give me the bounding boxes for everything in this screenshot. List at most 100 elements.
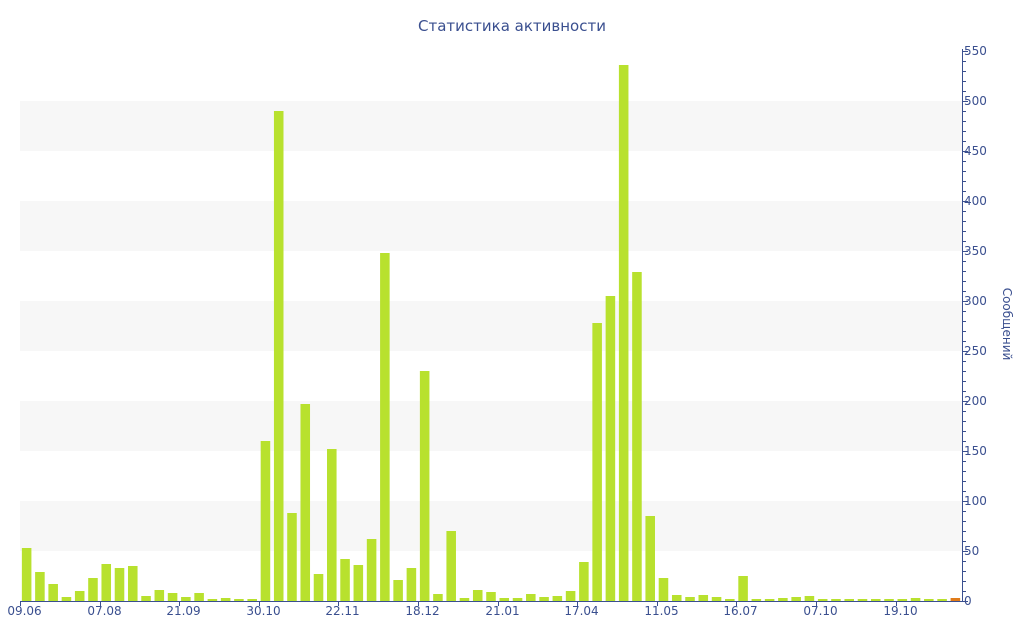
bar[interactable] — [340, 559, 350, 601]
bar[interactable] — [260, 441, 271, 601]
bar[interactable] — [154, 590, 165, 601]
bar[interactable] — [738, 576, 748, 601]
bar[interactable] — [234, 599, 244, 601]
bar[interactable] — [751, 599, 762, 601]
bar[interactable] — [48, 584, 58, 601]
bar[interactable] — [526, 594, 536, 601]
bar[interactable] — [924, 599, 934, 601]
bar[interactable] — [472, 590, 483, 601]
bar[interactable] — [273, 111, 284, 601]
bar[interactable] — [406, 568, 417, 601]
x-tick-label: 19.10 — [883, 604, 917, 618]
bar[interactable] — [499, 598, 510, 601]
bar[interactable] — [61, 597, 72, 601]
chart-title: Статистика активности — [418, 17, 606, 35]
bar[interactable] — [857, 599, 868, 601]
x-tick-label: 21.01 — [485, 604, 519, 618]
bar[interactable] — [539, 597, 549, 601]
bar[interactable] — [897, 599, 908, 601]
x-tick-label: 30.10 — [246, 604, 280, 618]
y-tick-label: 550 — [964, 44, 987, 58]
bar[interactable] — [804, 596, 815, 601]
y-tick-label: 300 — [964, 294, 987, 308]
y-axis-label: Сообщений — [1000, 288, 1014, 361]
x-tick-label: 09.06 — [7, 604, 41, 618]
grid-band — [20, 201, 962, 251]
bar[interactable] — [512, 598, 523, 601]
x-tick-label: 18.12 — [405, 604, 439, 618]
bar[interactable] — [685, 597, 695, 601]
bar[interactable] — [207, 599, 218, 601]
grid-band — [20, 101, 962, 151]
bar[interactable] — [380, 253, 390, 601]
bar[interactable] — [579, 562, 589, 601]
bar[interactable] — [141, 596, 151, 601]
bar[interactable] — [605, 296, 616, 601]
y-tick-label: 150 — [964, 444, 987, 458]
y-tick-label: 0 — [964, 594, 972, 608]
bar[interactable] — [393, 580, 403, 601]
bar[interactable] — [313, 574, 324, 601]
bar[interactable] — [21, 548, 32, 601]
x-tick-label: 16.07 — [723, 604, 757, 618]
bar[interactable] — [287, 513, 297, 601]
chart-axes: 0 50 100 150 200 250 300 350 400 450 500 550 09.06 07… — [7, 44, 987, 618]
x-tick-label: 17.04 — [564, 604, 598, 618]
grid-band — [20, 301, 962, 351]
bar[interactable] — [592, 323, 602, 601]
bar[interactable] — [181, 597, 191, 601]
bar[interactable] — [671, 595, 682, 601]
bar[interactable] — [791, 597, 801, 601]
bar[interactable] — [353, 565, 364, 601]
bar[interactable] — [618, 65, 629, 601]
bar[interactable] — [658, 578, 669, 601]
x-tick-label: 07.08 — [87, 604, 121, 618]
bar[interactable] — [725, 599, 735, 601]
bar[interactable] — [459, 598, 470, 601]
x-tick-label: 21.09 — [166, 604, 200, 618]
bar[interactable] — [950, 598, 961, 601]
x-tick-label: 11.05 — [644, 604, 678, 618]
y-tick-label: 350 — [964, 244, 987, 258]
bar[interactable] — [817, 599, 828, 601]
bar[interactable] — [778, 598, 788, 601]
bar[interactable] — [247, 599, 257, 601]
bar[interactable] — [419, 371, 430, 601]
bar[interactable] — [101, 564, 112, 601]
bar[interactable] — [844, 599, 855, 601]
bar[interactable] — [884, 599, 894, 601]
bar[interactable] — [711, 597, 722, 601]
bar[interactable] — [327, 449, 337, 601]
bar[interactable] — [220, 598, 231, 601]
bar[interactable] — [433, 594, 443, 601]
bar[interactable] — [632, 272, 642, 601]
bar[interactable] — [910, 598, 921, 601]
bar[interactable] — [300, 404, 311, 601]
bar[interactable] — [486, 592, 496, 601]
bar[interactable] — [35, 572, 45, 601]
bar[interactable] — [831, 599, 841, 601]
bar[interactable] — [446, 531, 456, 601]
bar[interactable] — [114, 568, 125, 601]
chart-background-bands — [20, 101, 962, 551]
bar[interactable] — [552, 596, 563, 601]
bar[interactable] — [167, 593, 178, 601]
bar[interactable] — [127, 566, 138, 601]
x-tick-label: 22.11 — [325, 604, 359, 618]
bar[interactable] — [366, 539, 377, 601]
y-tick-label: 250 — [964, 344, 987, 358]
bar[interactable] — [645, 516, 655, 601]
bar[interactable] — [74, 591, 85, 601]
bar[interactable] — [194, 593, 204, 601]
bar[interactable] — [764, 599, 775, 601]
bar[interactable] — [937, 599, 947, 601]
y-tick-label: 500 — [964, 94, 987, 108]
bar[interactable] — [870, 599, 881, 601]
y-tick-label: 400 — [964, 194, 987, 208]
bar[interactable] — [698, 595, 709, 601]
bar[interactable] — [88, 578, 98, 601]
grid-band — [20, 401, 962, 451]
bar[interactable] — [565, 591, 576, 601]
chart-bars — [21, 65, 961, 601]
